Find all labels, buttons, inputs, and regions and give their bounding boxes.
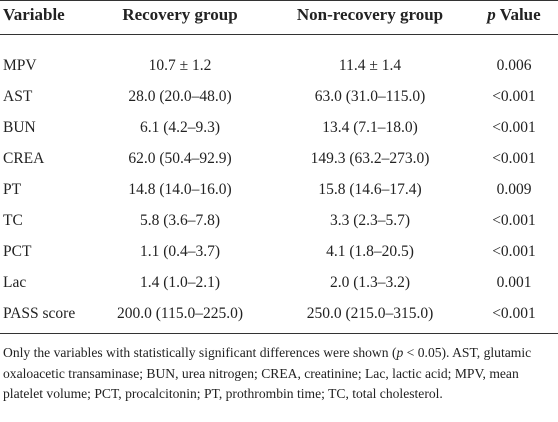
table-cell: 1.1 (0.4–3.7) xyxy=(139,243,221,260)
table-cell: TC xyxy=(3,212,23,229)
table-cell: 63.0 (31.0–115.0) xyxy=(314,88,426,105)
header-text: Value xyxy=(495,5,541,24)
table-cell: PASS score xyxy=(3,305,76,322)
header-italic: p xyxy=(487,5,496,24)
table-cell: 2.0 (1.3–3.2) xyxy=(329,274,411,291)
table-cell: 6.1 (4.2–9.3) xyxy=(139,119,221,136)
table-cell: 5.8 (3.6–7.8) xyxy=(139,212,221,229)
table-cell: 0.006 xyxy=(496,57,532,74)
table-cell: 13.4 (7.1–18.0) xyxy=(322,119,418,136)
table-cell: <0.001 xyxy=(492,212,536,229)
footnote-italic: p xyxy=(396,345,404,360)
table-cell: 4.1 (1.8–20.5) xyxy=(326,243,414,260)
header-cell: p Value xyxy=(470,5,558,25)
table-cell: <0.001 xyxy=(492,243,536,260)
header-rule xyxy=(0,34,558,35)
table-cell: 14.8 (14.0–16.0) xyxy=(128,181,232,198)
table-cell: CREA xyxy=(3,150,45,167)
table-cell: 62.0 (50.4–92.9) xyxy=(128,150,232,167)
table-cell: 250.0 (215.0–315.0) xyxy=(306,305,434,322)
table-cell: MPV xyxy=(3,57,37,74)
table-cell: 28.0 (20.0–48.0) xyxy=(128,88,232,105)
table-cell: <0.001 xyxy=(492,119,536,136)
table-cell: 0.009 xyxy=(496,181,532,198)
table-cell: PCT xyxy=(3,243,32,260)
table-cell: 1.4 (1.0–2.1) xyxy=(139,274,221,291)
table-cell: 15.8 (14.6–17.4) xyxy=(318,181,422,198)
bottom-rule xyxy=(0,333,558,334)
table-cell: 149.3 (63.2–273.0) xyxy=(310,150,430,167)
table-cell: 3.3 (2.3–5.7) xyxy=(329,212,411,229)
header-cell: Recovery group xyxy=(122,5,238,24)
table-cell: AST xyxy=(3,88,33,105)
table-cell: <0.001 xyxy=(492,305,536,322)
table-cell: 0.001 xyxy=(496,274,532,291)
table-cell: <0.001 xyxy=(492,150,536,167)
table-cell: Lac xyxy=(3,274,27,291)
table-cell: 200.0 (115.0–225.0) xyxy=(117,305,243,322)
table-cell: 11.4 ± 1.4 xyxy=(338,57,402,74)
footnote-text: < 0.05). AST, glutamic oxaloacetic trans… xyxy=(3,345,532,401)
header-cell: Non-recovery group xyxy=(296,5,444,24)
footnote-text: Only the variables with statistically si… xyxy=(3,345,397,360)
top-rule xyxy=(0,0,558,1)
table-cell: BUN xyxy=(3,119,36,136)
table-cell: <0.001 xyxy=(492,88,536,105)
table-cell: 10.7 ± 1.2 xyxy=(148,57,212,74)
footnote: Only the variables with statistically si… xyxy=(3,343,555,405)
header-cell: Variable xyxy=(3,5,65,24)
table-cell: PT xyxy=(3,181,22,198)
